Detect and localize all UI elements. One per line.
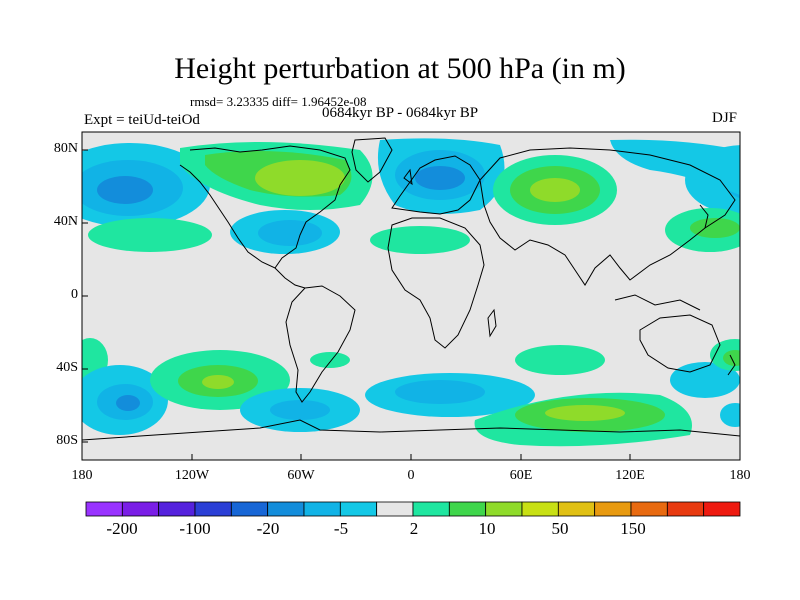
- season-label: DJF: [712, 110, 738, 126]
- lon-label-120e: 120E: [615, 468, 645, 483]
- colorbar-label-6: 50: [551, 519, 569, 538]
- colorbar-box-10: [448, 501, 487, 517]
- period-label: 0684kyr BP - 0684kyr BP: [322, 105, 479, 121]
- colorbar-box-0: [85, 501, 123, 517]
- anomaly-siberia-core: [530, 178, 580, 202]
- anomaly-europe-core: [415, 166, 465, 190]
- anomaly-drake-core: [270, 400, 330, 420]
- anomaly-eastasia-core: [690, 218, 740, 238]
- coast-africa: [387, 217, 485, 349]
- coastlines: [82, 137, 740, 441]
- anomaly-sam-coast: [310, 352, 350, 368]
- coast-uk: [403, 168, 413, 186]
- colorbar-label-3: -5: [333, 519, 349, 538]
- anomaly-indian-subtrop: [515, 345, 605, 375]
- colorbar-box-7: [339, 501, 378, 517]
- coast-greenland: [351, 137, 393, 183]
- anomaly-npacific-core: [97, 176, 153, 204]
- lon-label-180w: 180: [71, 468, 93, 483]
- coast-asia: [479, 147, 736, 286]
- colorbar-label-7: 150: [620, 519, 646, 538]
- anomaly-southern-ocean-core: [545, 405, 625, 421]
- lat-label-80n: 80N: [53, 141, 78, 156]
- coast-central-america: [274, 267, 306, 289]
- colorbar-box-8: [376, 501, 414, 517]
- lon-label-0: 0: [407, 468, 415, 483]
- coast-madagascar: [487, 308, 497, 338]
- lon-label-60e: 60E: [509, 468, 533, 483]
- anomaly-tasman-outer: [670, 362, 740, 398]
- axis-ticks: [81, 149, 741, 460]
- lat-label-0: 0: [71, 287, 78, 302]
- coast-australia: [639, 314, 721, 373]
- anomaly-atlantic-subtrop: [370, 226, 470, 254]
- colorbar-box-17: [703, 501, 741, 517]
- colorbar-box-4: [230, 501, 269, 517]
- contour-fills: [82, 138, 740, 447]
- anomaly-ne-pacific: [88, 218, 212, 252]
- lon-label-120w: 120W: [174, 468, 210, 483]
- anomaly-se-pacific-core: [202, 375, 234, 389]
- colorbar-box-12: [521, 501, 559, 517]
- colorbar-box-15: [630, 501, 668, 517]
- anomaly-nz-core: [723, 350, 740, 366]
- stats-line: rmsd= 3.23335 diff= 1.96452e-08: [190, 94, 367, 109]
- lon-label-180e: 180: [729, 468, 751, 483]
- colorbar-box-11: [485, 501, 523, 517]
- colorbar-box-9: [412, 501, 450, 517]
- colorbar-box-2: [158, 501, 196, 517]
- anomaly-namerica-core: [255, 160, 345, 196]
- anomaly-satlantic-core: [395, 380, 485, 404]
- colorbar-box-5: [267, 501, 305, 517]
- coast-south-america: [285, 285, 356, 403]
- lat-label-80s: 80S: [56, 433, 78, 448]
- anomaly-ross: [720, 403, 740, 427]
- colorbar-box-3: [194, 501, 232, 517]
- colorbar-box-1: [121, 501, 160, 517]
- colorbar-label-5: 10: [478, 519, 496, 538]
- anomaly-eastus-core: [258, 220, 322, 246]
- lat-label-40n: 40N: [53, 214, 78, 229]
- coast-new-zealand: [727, 354, 736, 376]
- lon-label-60w: 60W: [287, 468, 315, 483]
- colorbar-label-2: -20: [256, 519, 280, 538]
- colorbar-box-14: [594, 501, 632, 517]
- colorbar-box-6: [303, 501, 341, 517]
- plot-title: Height perturbation at 500 hPa (in m): [174, 52, 626, 85]
- colorbar-label-1: -100: [179, 519, 211, 538]
- coast-antarctica: [82, 419, 740, 441]
- colorbar-box-16: [666, 501, 705, 517]
- anomaly-arctic-east: [610, 139, 740, 195]
- coast-indonesia: [614, 294, 701, 311]
- experiment-label: Expt = teiUd-teiOd: [84, 112, 200, 128]
- colorbar-label-0: -200: [106, 519, 138, 538]
- colorbar-box-13: [557, 501, 596, 517]
- coast-japan: [699, 204, 709, 229]
- coast-north-america: [179, 145, 351, 269]
- colorbar-label-4: 2: [409, 519, 419, 538]
- lat-label-40s: 40S: [56, 360, 78, 375]
- anomaly-spacific-core: [116, 395, 140, 411]
- colorbar: [85, 501, 741, 517]
